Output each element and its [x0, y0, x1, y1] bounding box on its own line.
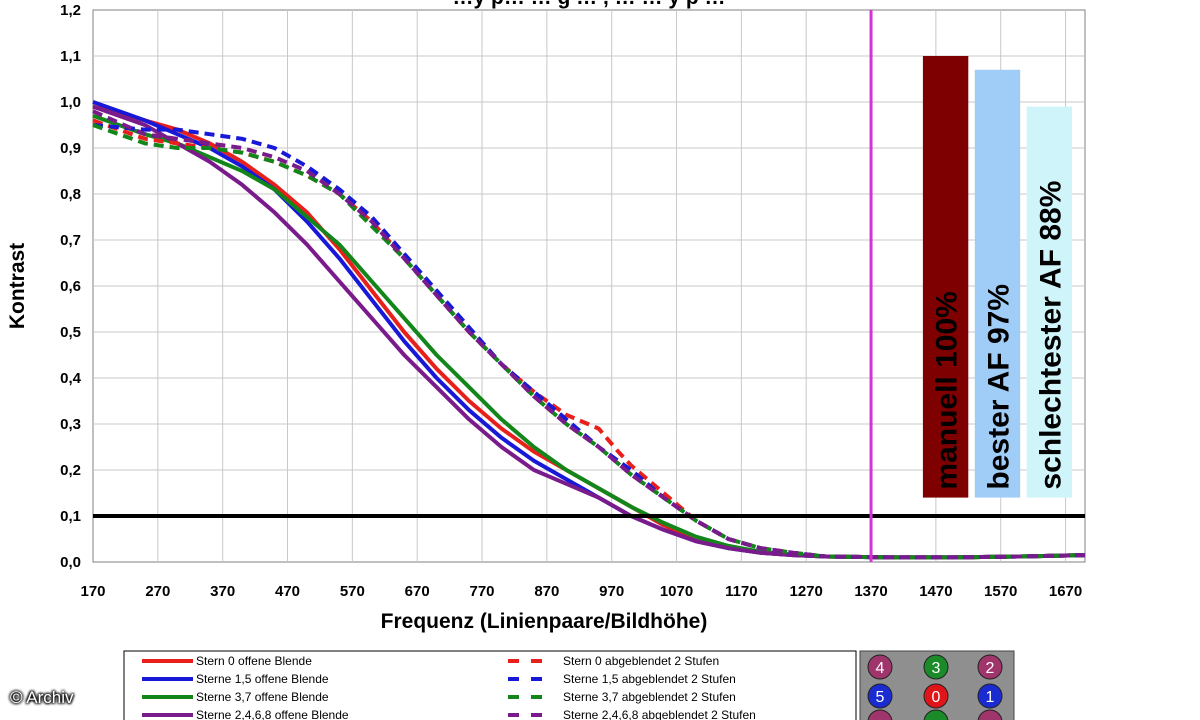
x-tick-label: 1570 — [984, 583, 1017, 600]
star-marker — [923, 709, 949, 720]
x-tick-label: 670 — [405, 583, 430, 600]
star-marker — [867, 709, 893, 720]
star-marker — [977, 683, 1003, 709]
af-bar — [922, 56, 969, 498]
y-tick-label: 0,3 — [60, 416, 81, 433]
dashed-series-line — [92, 123, 1086, 560]
y-tick-label: 1,0 — [60, 94, 81, 111]
x-tick-label: 1170 — [725, 583, 758, 600]
x-tick-label: 570 — [340, 583, 365, 600]
legend-label: Sterne 2,4,6,8 abgeblendet 2 Stufen — [563, 708, 756, 720]
star-marker-number: 2 — [986, 660, 995, 677]
copyright-note: © Archiv — [10, 688, 74, 707]
star-marker — [867, 683, 893, 709]
star-marker — [923, 654, 949, 680]
x-tick-label: 370 — [210, 583, 235, 600]
star-marker-number: 0 — [932, 689, 941, 706]
legend: Stern 0 offene Blende Sterne 1,5 offene B… — [123, 650, 857, 720]
af-bar-label: bester AF 97% — [982, 284, 1015, 490]
af-bar — [974, 69, 1021, 498]
star-marker-number: 3 — [932, 660, 941, 677]
dashed-series-line — [92, 123, 1086, 560]
x-tick-label: 1470 — [919, 583, 952, 600]
x-axis-title: Frequenz (Linienpaare/Bildhöhe) — [381, 610, 708, 633]
x-tick-label: 470 — [275, 583, 300, 600]
y-tick-label: 1,2 — [60, 2, 81, 19]
star-marker-number: 4 — [876, 660, 885, 677]
reference-lines — [93, 10, 1085, 562]
dashed-series-line — [92, 109, 1086, 560]
star-marker — [977, 654, 1003, 680]
axis-titles: Frequenz (Linienpaare/Bildhöhe) Kontrast …… — [6, 0, 726, 633]
af-bar-label: schlechtester AF 88% — [1034, 181, 1067, 490]
x-tick-label: 1070 — [660, 583, 693, 600]
star-marker — [923, 683, 949, 709]
x-tick-label: 970 — [599, 583, 624, 600]
legend-box — [123, 650, 857, 720]
x-tick-label: 1370 — [854, 583, 887, 600]
legend-label: Stern 0 abgeblendet 2 Stufen — [563, 654, 719, 668]
y-tick-label: 0,5 — [60, 324, 81, 341]
x-tick-label: 170 — [80, 583, 105, 600]
y-tick-label: 0,4 — [60, 370, 82, 387]
star-marker-number: 1 — [986, 689, 995, 706]
x-tick-label: 770 — [470, 583, 495, 600]
legend-label: Stern 0 offene Blende — [196, 654, 312, 668]
y-tick-label: 0,2 — [60, 462, 81, 479]
legend-label: Sterne 3,7 abgeblendet 2 Stufen — [563, 690, 736, 704]
legend-label: Sterne 2,4,6,8 offene Blende — [196, 708, 349, 720]
af-bars: manuell 100% bester AF 97% schlechtester A… — [922, 56, 1073, 498]
y-tick-label: 0,1 — [60, 508, 81, 525]
star-marker-number: 5 — [876, 689, 885, 706]
af-bar — [1026, 106, 1073, 498]
y-tick-label: 0,7 — [60, 232, 81, 249]
star-grid: 4 3 2 5 0 1 — [859, 650, 1015, 720]
y-tick-label: 0,6 — [60, 278, 81, 295]
y-tick-label: 0,8 — [60, 186, 81, 203]
y-tick-label: 1,1 — [60, 48, 81, 65]
af-bar-label: manuell 100% — [931, 291, 964, 489]
star-marker — [867, 654, 893, 680]
x-tick-label: 270 — [145, 583, 170, 600]
legend-label: Sterne 3,7 offene Blende — [196, 690, 329, 704]
series-lines — [92, 100, 1086, 560]
x-tick-label: 1670 — [1049, 583, 1082, 600]
star-marker — [977, 709, 1003, 720]
tick-labels: 170 270 370 470 570 670 770 870 970 1070 1170 1270 1… — [60, 2, 1082, 600]
y-tick-label: 0,0 — [60, 554, 81, 571]
y-tick-label: 0,9 — [60, 140, 81, 157]
chart-title: …y p… … g … , … … y p … — [452, 0, 725, 9]
legend-label: Sterne 1,5 offene Blende — [196, 672, 329, 686]
y-axis-title: Kontrast — [6, 243, 29, 329]
legend-label: Sterne 1,5 abgeblendet 2 Stufen — [563, 672, 736, 686]
x-tick-label: 870 — [534, 583, 559, 600]
x-tick-label: 1270 — [790, 583, 823, 600]
